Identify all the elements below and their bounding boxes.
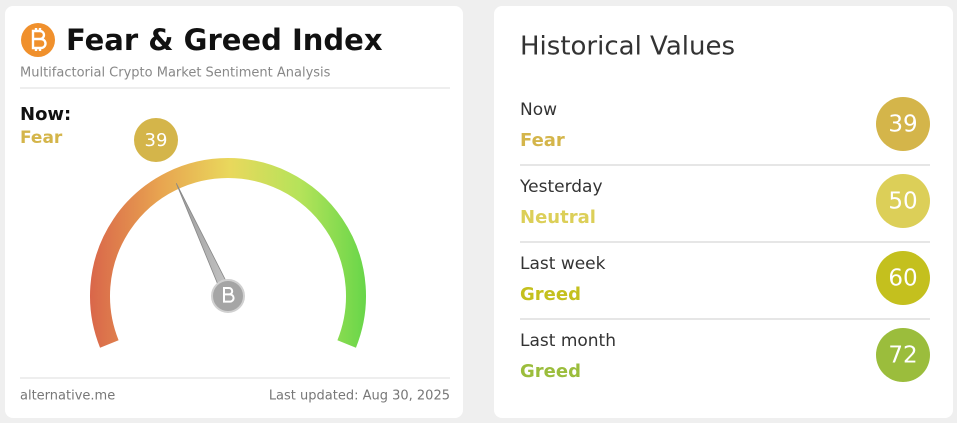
last-updated: Last updated: Aug 30, 2025 bbox=[269, 389, 450, 404]
row-bubble bbox=[876, 97, 930, 151]
title: Fear & Greed Index bbox=[66, 23, 383, 57]
row-classification: Neutral bbox=[520, 207, 596, 228]
row-value: 72 bbox=[888, 343, 917, 369]
now-label: Now: bbox=[20, 104, 71, 125]
history-rows: Now Fear 39 Yesterday Neutral 50 Last week Gree… bbox=[519, 97, 930, 382]
source: alternative.me bbox=[20, 389, 115, 404]
now-value: 39 bbox=[145, 130, 168, 151]
history-title: Historical Values bbox=[520, 32, 735, 62]
bitcoin-glyph bbox=[31, 28, 47, 51]
row-bubble bbox=[876, 251, 930, 305]
gauge-hub bbox=[211, 279, 245, 313]
hub-glyph bbox=[223, 287, 235, 303]
row-label: Yesterday bbox=[519, 177, 603, 197]
row-label: Last week bbox=[520, 254, 606, 274]
row-value: 50 bbox=[888, 189, 917, 215]
row-bubble bbox=[876, 174, 930, 228]
row-classification: Greed bbox=[520, 284, 581, 305]
now-bubble bbox=[134, 118, 178, 162]
row-classification: Greed bbox=[520, 361, 581, 382]
row-bubble bbox=[876, 328, 930, 382]
history-card bbox=[494, 6, 953, 418]
row-value: 60 bbox=[888, 266, 917, 292]
subtitle: Multifactorial Crypto Market Sentiment A… bbox=[20, 66, 331, 81]
row-label: Last month bbox=[520, 331, 616, 351]
row-label: Now bbox=[520, 100, 557, 120]
now-classification: Fear bbox=[20, 128, 63, 148]
row-classification: Fear bbox=[520, 130, 565, 151]
row-value: 39 bbox=[888, 112, 917, 138]
gauge-arc bbox=[90, 158, 366, 348]
